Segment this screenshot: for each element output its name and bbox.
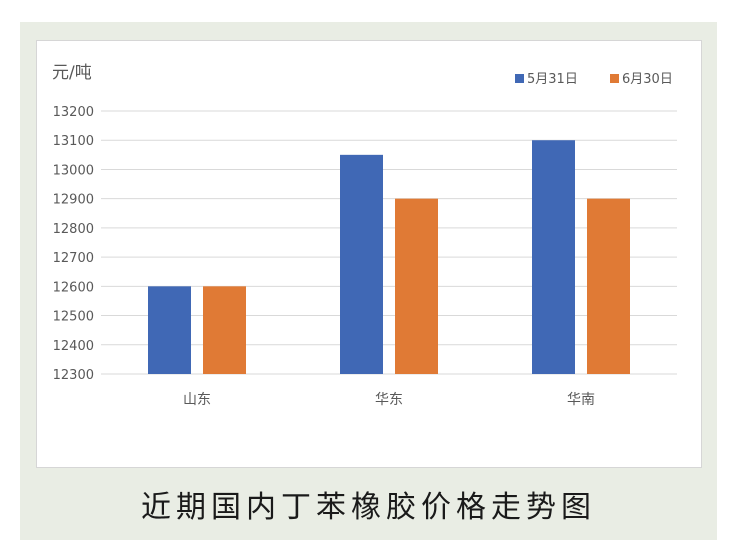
legend: 5月31日 6月30日 bbox=[515, 72, 673, 87]
y-tick-label: 12400 bbox=[53, 339, 94, 354]
legend-swatch bbox=[610, 74, 619, 83]
chart-panel: 元/吨 12300 12400 12500 12600 12700 12800 12900 1… bbox=[36, 40, 702, 468]
y-tick-label: 12900 bbox=[53, 193, 94, 208]
figure-frame: 元/吨 12300 12400 12500 12600 12700 12800 12900 1… bbox=[20, 22, 717, 540]
y-tick-label: 12600 bbox=[53, 280, 94, 295]
legend-swatch bbox=[515, 74, 524, 83]
x-tick-label: 山东 bbox=[183, 392, 211, 408]
legend-label: 5月31日 bbox=[527, 72, 578, 87]
bar-华南-5月31日 bbox=[532, 140, 575, 374]
bar-华东-5月31日 bbox=[340, 154, 383, 374]
y-tick-label: 12300 bbox=[53, 368, 94, 383]
y-tick-label: 13000 bbox=[53, 163, 94, 178]
x-tick-label: 华南 bbox=[567, 392, 595, 408]
bar-chart: 元/吨 123001240012500126001270012800129001… bbox=[52, 63, 677, 408]
y-tick-labels: 12300 12400 12500 12600 12700 12800 12900 13000… bbox=[53, 105, 94, 383]
gridlines bbox=[101, 110, 677, 375]
y-axis-label: 元/吨 bbox=[52, 63, 92, 83]
y-tick-label: 12800 bbox=[53, 222, 94, 237]
y-tick-label: 13200 bbox=[53, 105, 94, 120]
bars bbox=[148, 140, 630, 374]
bar-山东-5月31日 bbox=[148, 286, 191, 374]
bar-华东-6月30日 bbox=[395, 198, 438, 374]
bar-华南-6月30日 bbox=[587, 198, 630, 374]
legend-label: 6月30日 bbox=[622, 72, 673, 87]
x-tick-labels: 山东 华东 华南 bbox=[183, 392, 595, 408]
x-tick-label: 华东 bbox=[375, 392, 403, 408]
bar-山东-6月30日 bbox=[203, 286, 246, 374]
figure-caption: 近期国内丁苯橡胶价格走势图 bbox=[141, 490, 596, 525]
y-tick-label: 13100 bbox=[53, 134, 94, 149]
y-tick-label: 12500 bbox=[53, 310, 94, 325]
y-tick-label: 12700 bbox=[53, 251, 94, 266]
